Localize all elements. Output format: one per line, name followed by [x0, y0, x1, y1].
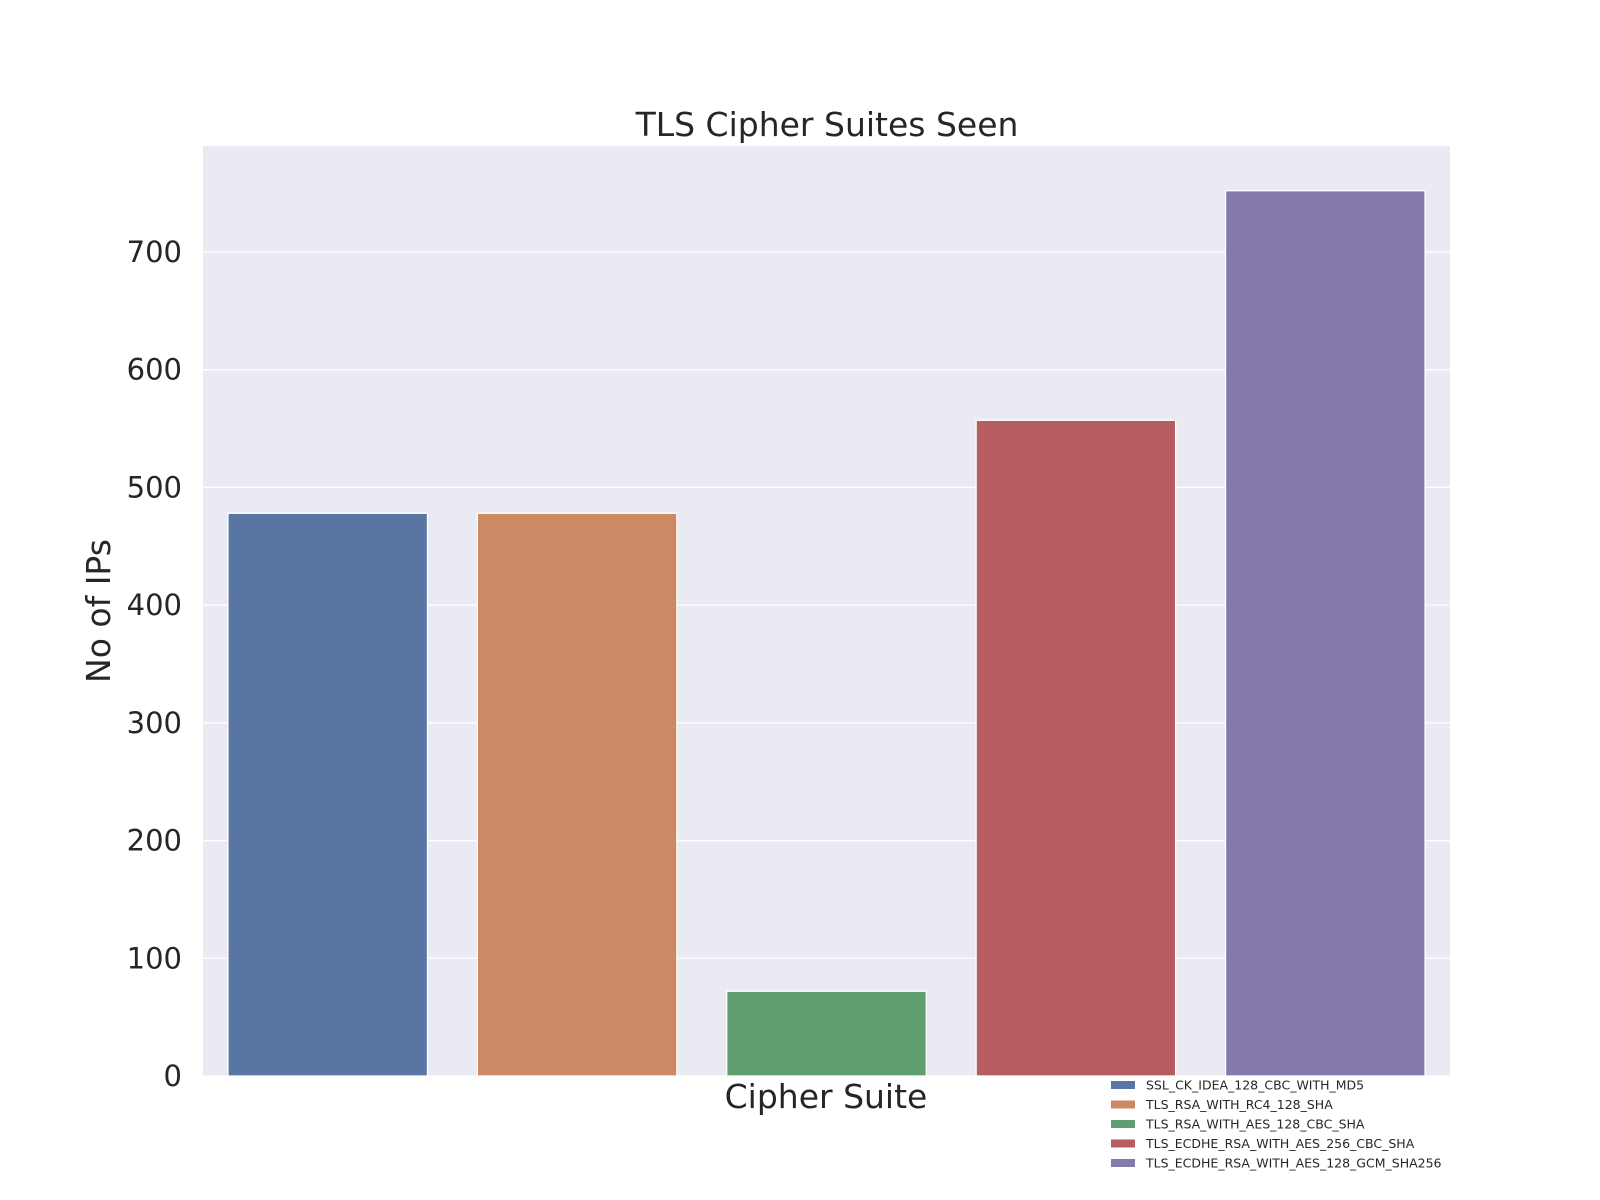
- legend-swatch: [1111, 1100, 1135, 1109]
- chart-title: TLS Cipher Suites Seen: [635, 105, 1019, 144]
- legend-swatch: [1111, 1120, 1135, 1128]
- bar-1: [227, 512, 429, 1077]
- legend-item: TLS_RSA_WITH_AES_128_CBC_SHA: [1111, 1117, 1365, 1132]
- y-tick-label: 400: [127, 588, 182, 622]
- y-tick-label: 700: [127, 235, 182, 269]
- legend-label: SSL_CK_IDEA_128_CBC_WITH_MD5: [1146, 1078, 1364, 1093]
- legend-item: TLS_ECDHE_RSA_WITH_AES_128_GCM_SHA256: [1111, 1156, 1442, 1171]
- y-tick-label: 0: [164, 1059, 182, 1093]
- legend-label: TLS_ECDHE_RSA_WITH_AES_128_GCM_SHA256: [1145, 1156, 1442, 1171]
- legend-label: TLS_RSA_WITH_RC4_128_SHA: [1145, 1097, 1333, 1112]
- y-tick-label: 200: [127, 824, 182, 858]
- bar-5: [1224, 190, 1426, 1077]
- bar-4: [975, 419, 1177, 1077]
- legend-swatch: [1111, 1081, 1135, 1089]
- legend-label: TLS_RSA_WITH_AES_128_CBC_SHA: [1145, 1117, 1365, 1132]
- y-axis-label: No of IPs: [79, 539, 118, 683]
- bar-3: [726, 990, 927, 1077]
- legend-item: TLS_ECDHE_RSA_WITH_AES_256_CBC_SHA: [1111, 1136, 1415, 1151]
- legend: SSL_CK_IDEA_128_CBC_WITH_MD5 TLS_RSA_WITH…: [1111, 1078, 1442, 1171]
- legend-swatch: [1111, 1159, 1135, 1167]
- bars: [227, 190, 1426, 1077]
- y-tick-label: 300: [127, 706, 182, 740]
- legend-item: SSL_CK_IDEA_128_CBC_WITH_MD5: [1111, 1078, 1364, 1093]
- legend-item: TLS_RSA_WITH_RC4_128_SHA: [1111, 1097, 1333, 1112]
- legend-label: TLS_ECDHE_RSA_WITH_AES_256_CBC_SHA: [1145, 1136, 1415, 1151]
- bar-2: [476, 512, 678, 1077]
- x-axis-label: Cipher Suite: [725, 1077, 928, 1116]
- y-tick-label: 600: [127, 353, 182, 387]
- y-tick-labels: 0 100 200 300 400 500 600 700: [127, 235, 182, 1093]
- y-tick-label: 100: [127, 941, 182, 975]
- y-tick-label: 500: [127, 470, 182, 504]
- legend-swatch: [1111, 1139, 1135, 1148]
